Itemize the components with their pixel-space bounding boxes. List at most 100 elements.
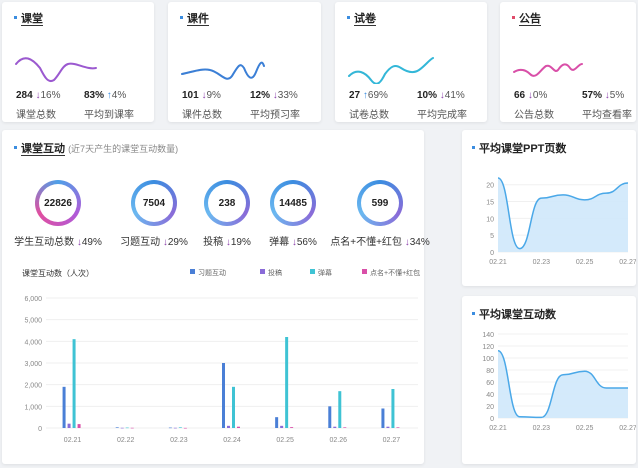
chart-title: 课堂互动数（人次）: [22, 268, 94, 278]
bar: [72, 339, 76, 428]
y-tick-label: 0: [490, 250, 494, 257]
ring-value: 599: [361, 184, 399, 222]
stat-primary-value: 284: [16, 90, 33, 101]
down-arrow-icon: ↓: [439, 90, 445, 101]
title-marker-icon: [347, 15, 350, 19]
stat-primary-value: 27: [349, 90, 361, 101]
area-line: [497, 177, 629, 250]
sparkline-icon: [181, 61, 265, 80]
interaction-title-text[interactable]: 课堂互动: [21, 143, 65, 156]
y-tick-label: 120: [482, 344, 494, 351]
down-arrow-icon: ↓: [225, 237, 231, 248]
summary-card-title: 公告: [512, 10, 541, 26]
interaction-bar-chart: 课堂互动数（人次） 习题互动 投稿 弹幕 点名+不懂+红包 0 1,000 2,000 3,00…: [22, 268, 420, 444]
ring-label: 学生互动总数: [14, 237, 75, 248]
stat-primary-pct: 16%: [40, 90, 61, 101]
bar: [77, 424, 81, 428]
y-tick-label: 5,000: [24, 318, 42, 325]
interaction-card: 课堂互动 (近7天产生的课堂互动数量) 22826 学生互动总数 ↓49% 7504…: [2, 130, 430, 464]
title-marker-icon: [472, 311, 475, 315]
stat-secondary-value: 57%: [582, 90, 603, 101]
x-tick-label: 02.22: [117, 437, 135, 444]
y-tick-label: 40: [486, 392, 494, 399]
interaction-ring: 14485: [270, 180, 316, 226]
down-arrow-icon: ↓: [76, 237, 82, 248]
down-arrow-icon: ↓: [162, 237, 168, 248]
x-tick-label: 02.25: [576, 425, 594, 432]
avg-card-title: 平均课堂互动数: [472, 306, 556, 322]
down-arrow-icon: ↓: [604, 90, 610, 101]
y-tick-label: 3,000: [24, 361, 42, 368]
stat-primary-label: 课件总数: [182, 110, 222, 121]
stat-secondary-label: 平均到课率: [84, 110, 134, 121]
legend-label: 习题互动: [198, 268, 226, 277]
y-tick-label: 80: [486, 368, 494, 375]
summary-card-title: 课件: [180, 10, 209, 26]
summary-card[interactable]: 试卷 27 ↑69% 10% ↓41% 试卷总数 平均完成率: [335, 2, 487, 122]
x-tick-label: 02.27: [383, 437, 401, 444]
y-tick-label: 4,000: [24, 339, 42, 346]
summary-card-title-text[interactable]: 课件: [187, 13, 209, 26]
ring-caption: 学生互动总数 ↓49%: [8, 233, 108, 248]
stat-secondary-value: 12%: [250, 90, 271, 101]
area-line: [497, 350, 628, 419]
bar: [237, 426, 240, 428]
x-tick-label: 02.23: [533, 425, 551, 432]
stat-secondary-pct: 4%: [111, 90, 127, 101]
title-marker-icon: [14, 15, 17, 19]
stat-secondary-label: 平均完成率: [417, 110, 467, 121]
stat-secondary-label: 平均查看率: [582, 110, 632, 121]
ring-pct: 34%: [409, 237, 430, 248]
summary-card-title: 课堂: [14, 10, 43, 26]
bar: [386, 426, 390, 428]
stat-secondary-pct: 41%: [444, 90, 465, 101]
area-fill: [498, 350, 628, 418]
avg-card: 平均课堂互动数 0 20 40 60 80 100 120 140 02.21 02.23 02.2…: [462, 296, 636, 464]
ring-label: 弹幕: [269, 237, 290, 248]
stat-secondary: 57% ↓5%: [582, 90, 624, 101]
sparkline-icon: [513, 63, 583, 77]
stat-primary-label: 试卷总数: [349, 110, 389, 121]
interaction-ring: 599: [357, 180, 403, 226]
title-marker-icon: [180, 15, 183, 19]
summary-card[interactable]: 公告 66 ↓0% 57% ↓5% 公告总数 平均查看率: [500, 2, 636, 122]
ring-pct: 49%: [81, 237, 102, 248]
bar: [338, 391, 342, 428]
summary-card-title-text[interactable]: 公告: [519, 13, 541, 26]
x-tick-label: 02.23: [533, 259, 551, 266]
bar: [178, 427, 182, 428]
interaction-subtitle: (近7天产生的课堂互动数量): [68, 144, 179, 154]
bar: [333, 426, 337, 428]
bar: [130, 427, 134, 429]
y-tick-label: 140: [482, 332, 494, 339]
bar: [232, 386, 235, 428]
ring-label: 投稿: [203, 237, 224, 248]
summary-card[interactable]: 课堂 284 ↓16% 83% ↑4% 课堂总数 平均到课率: [2, 2, 154, 122]
y-tick-label: 10: [486, 216, 494, 223]
bar: [391, 389, 395, 428]
bar: [120, 427, 124, 429]
ring-label: 点名+不懂+红包: [330, 237, 402, 248]
x-tick-label: 02.21: [489, 259, 507, 266]
legend-label: 点名+不懂+红包: [370, 268, 420, 277]
x-tick-label: 02.25: [576, 259, 594, 266]
down-arrow-icon: ↓: [527, 90, 533, 101]
ppt-card: 平均课堂PPT页数 0 5 10 15 20 02.21 02.23 02.25 02.27: [462, 130, 636, 286]
ring-pct: 19%: [230, 237, 251, 248]
stat-secondary-value: 83%: [84, 90, 105, 101]
summary-card[interactable]: 课件 101 ↓9% 12% ↓33% 课件总数 平均预习率: [168, 2, 321, 122]
ppt-card-title-text: 平均课堂PPT页数: [479, 143, 567, 155]
up-arrow-icon: ↑: [362, 90, 368, 101]
x-tick-label: 02.25: [276, 437, 294, 444]
stat-secondary-value: 10%: [417, 90, 438, 101]
ring-caption: 弹幕 ↓56%: [243, 233, 343, 248]
ppt-area-chart: 0 5 10 15 20 02.21 02.23 02.25 02.27: [486, 177, 636, 266]
bar: [275, 417, 279, 428]
x-tick-label: 02.23: [170, 437, 188, 444]
summary-card-title-text[interactable]: 课堂: [21, 13, 43, 26]
down-arrow-icon: ↓: [35, 90, 41, 101]
down-arrow-icon: ↓: [201, 90, 207, 101]
bar: [168, 427, 172, 429]
summary-card-title-text[interactable]: 试卷: [354, 13, 376, 26]
x-tick-label: 02.21: [64, 437, 82, 444]
